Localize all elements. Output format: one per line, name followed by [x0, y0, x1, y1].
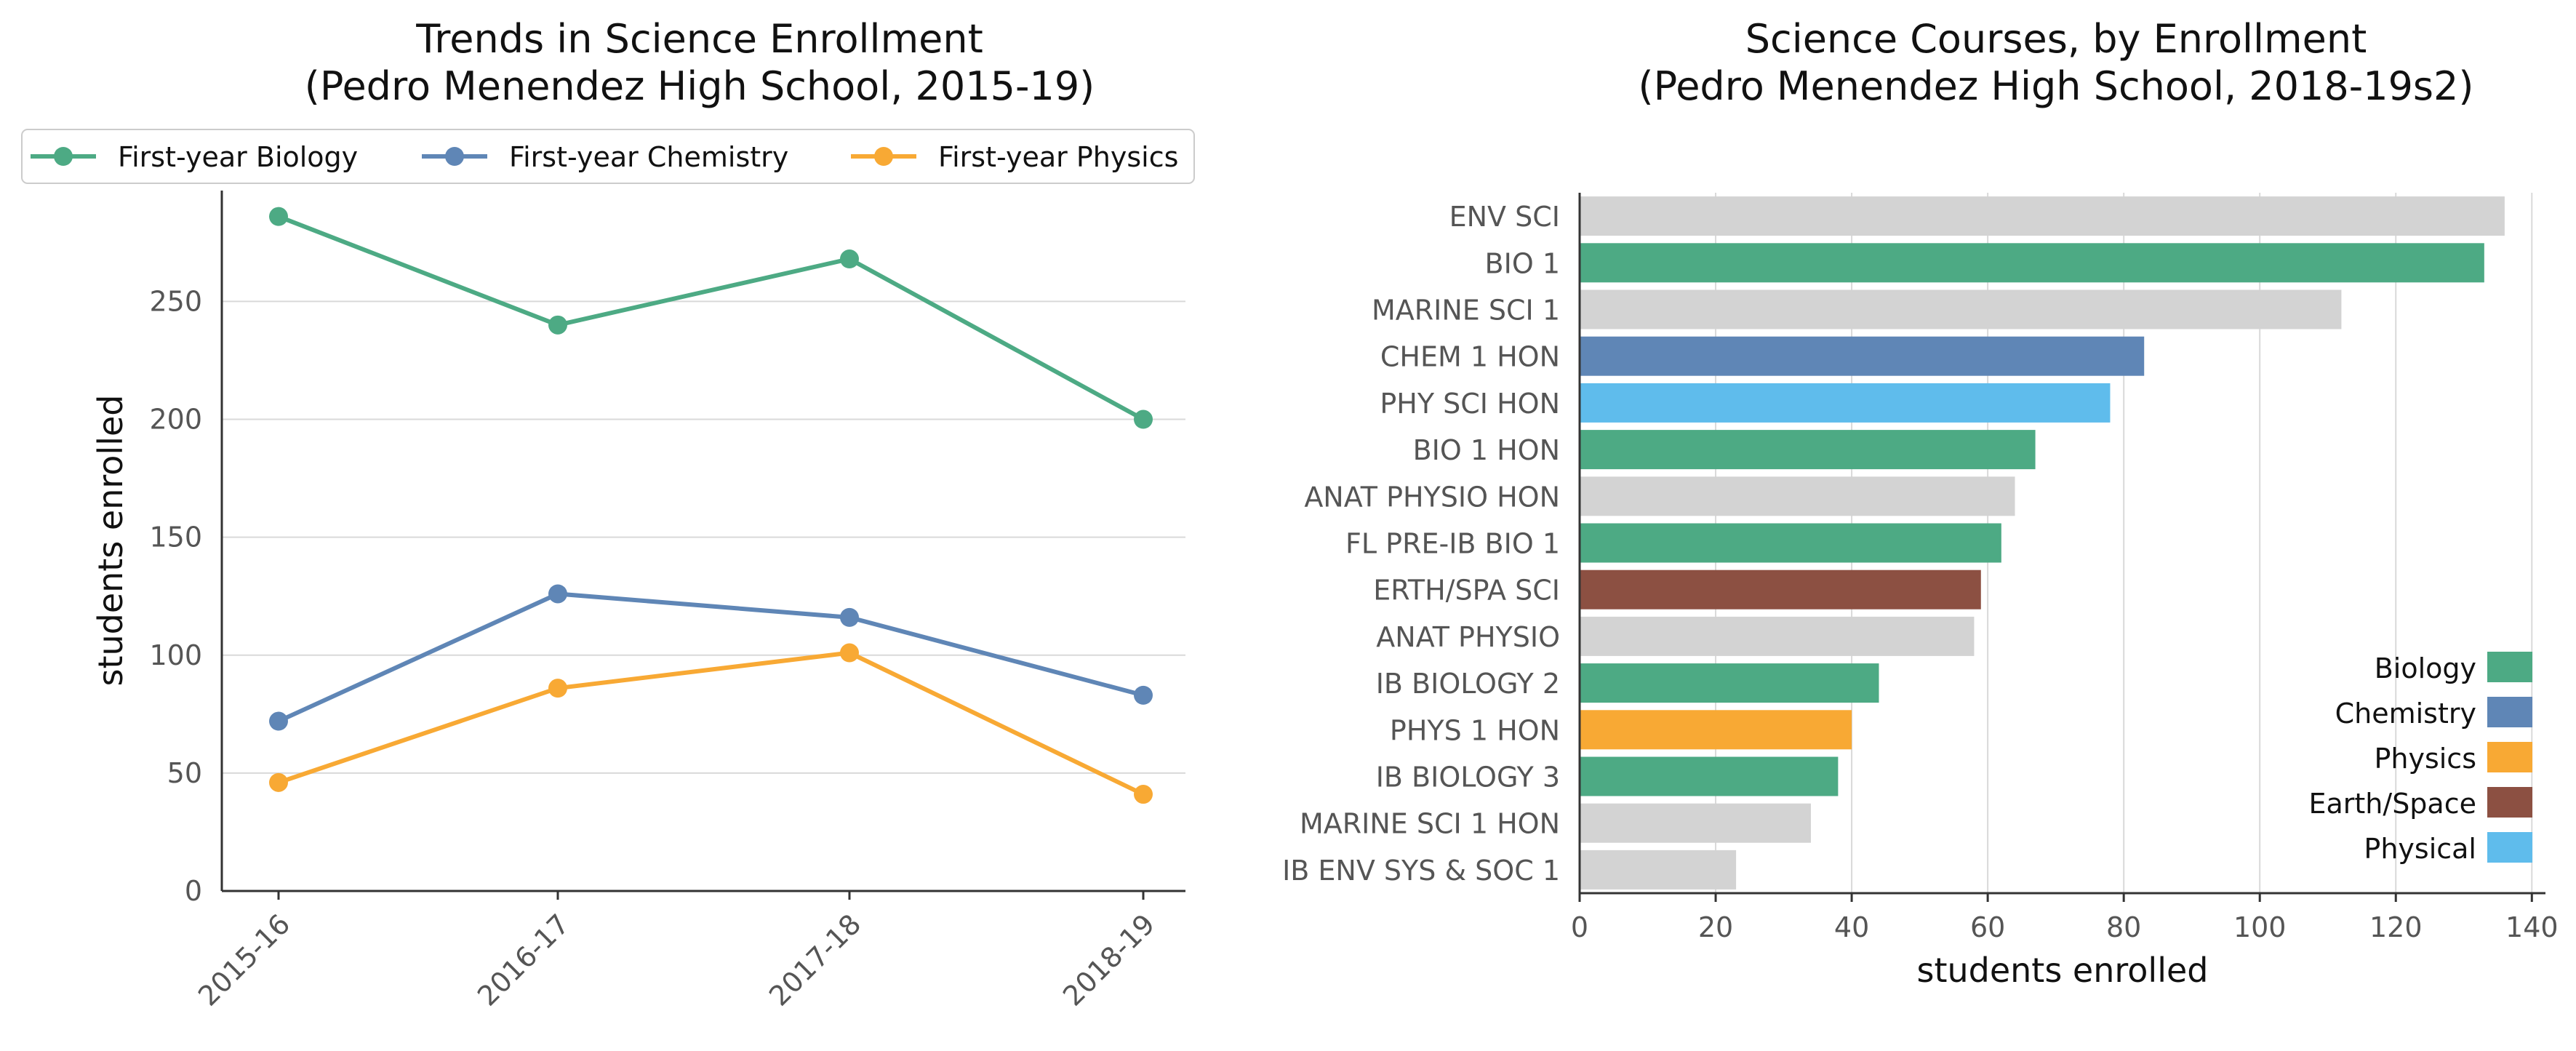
data-point — [269, 772, 288, 792]
y-tick-label: 150 — [149, 521, 202, 554]
bar — [1580, 710, 1852, 750]
legend-swatch — [2487, 742, 2532, 772]
x-tick-label: 140 — [2505, 911, 2559, 943]
y-tick-label: PHYS 1 HON — [1390, 714, 1560, 746]
legend-marker — [874, 147, 893, 166]
bar — [1580, 243, 2484, 283]
bar — [1580, 336, 2145, 376]
y-tick-label: 100 — [149, 639, 202, 671]
course-enrollment-bar-chart: Science Courses, by Enrollment (Pedro Men… — [1282, 16, 2558, 990]
y-tick-label: BIO 1 HON — [1413, 434, 1560, 466]
legend-label: Biology — [2375, 652, 2476, 684]
x-axis-label: students enrolled — [1917, 951, 2209, 990]
y-tick-label: FL PRE-IB BIO 1 — [1345, 528, 1560, 560]
legend-swatch — [2487, 652, 2532, 682]
legend-swatch — [2487, 832, 2532, 863]
y-tick-label: 200 — [149, 404, 202, 436]
bar — [1580, 196, 2505, 236]
data-point — [840, 607, 859, 627]
enrollment-trend-line-chart: Trends in Science Enrollment (Pedro Menen… — [21, 16, 1195, 1012]
legend-label: Physical — [2364, 833, 2476, 865]
y-tick-label: BIO 1 — [1485, 247, 1560, 279]
data-point — [1134, 685, 1153, 705]
bar — [1580, 430, 2036, 470]
bar — [1580, 803, 1811, 843]
legend-swatch — [2487, 787, 2532, 818]
y-tick-label: IB ENV SYS & SOC 1 — [1282, 855, 1560, 887]
bar — [1580, 289, 2342, 329]
y-tick-label: 0 — [185, 875, 202, 907]
bar — [1580, 476, 2015, 516]
x-tick-label: 80 — [2106, 911, 2141, 943]
data-point — [548, 315, 567, 335]
y-tick-label: IB BIOLOGY 2 — [1376, 668, 1560, 700]
x-tick-label: 0 — [1571, 911, 1588, 943]
data-point — [548, 584, 567, 604]
y-tick-label: CHEM 1 HON — [1380, 341, 1560, 373]
y-axis-label: students enrolled — [91, 395, 130, 687]
data-point — [548, 679, 567, 698]
bar — [1580, 570, 1981, 610]
bar — [1580, 383, 2111, 423]
y-tick-label: ENV SCI — [1449, 201, 1560, 233]
legend-label: First-year Physics — [938, 141, 1178, 173]
legend-marker — [445, 147, 464, 166]
series-line — [277, 591, 1144, 724]
x-tick-label: 40 — [1834, 911, 1869, 943]
series-line — [277, 214, 1145, 422]
data-point — [840, 249, 859, 269]
y-tick-label: 50 — [167, 757, 202, 789]
y-tick-label: IB BIOLOGY 3 — [1376, 762, 1560, 794]
x-tick-label: 100 — [2233, 911, 2287, 943]
y-tick-label: PHY SCI HON — [1380, 388, 1560, 420]
y-tick-label: ANAT PHYSIO HON — [1304, 481, 1560, 513]
x-tick-label: 120 — [2369, 911, 2423, 943]
data-point — [1134, 409, 1153, 429]
legend-label: Earth/Space — [2308, 788, 2476, 820]
data-point — [269, 207, 288, 226]
legend-label: Chemistry — [2335, 698, 2476, 730]
left-chart-title: Trends in Science Enrollment (Pedro Menen… — [305, 16, 1095, 109]
data-point — [269, 711, 288, 731]
legend-marker — [54, 147, 73, 166]
legend-box — [21, 129, 1195, 184]
y-tick-label: ERTH/SPA SCI — [1373, 575, 1560, 607]
legend-swatch — [2487, 697, 2532, 727]
bar — [1580, 663, 1879, 703]
bar — [1580, 616, 1975, 656]
legend-label: First-year Chemistry — [509, 141, 788, 173]
bar — [1580, 523, 2001, 563]
right-chart-title: Science Courses, by Enrollment (Pedro Men… — [1639, 16, 2474, 109]
data-point — [840, 643, 859, 663]
bar — [1580, 850, 1737, 890]
series-line — [278, 650, 1145, 796]
legend-label: Physics — [2374, 743, 2476, 775]
x-tick-label: 20 — [1698, 911, 1733, 943]
data-point — [1134, 785, 1153, 804]
bar — [1580, 756, 1839, 796]
y-tick-label: MARINE SCI 1 — [1372, 295, 1560, 327]
y-tick-label: 250 — [149, 285, 202, 317]
legend-label: First-year Biology — [118, 141, 358, 173]
y-tick-label: MARINE SCI 1 HON — [1300, 808, 1560, 840]
y-tick-label: ANAT PHYSIO — [1376, 621, 1560, 653]
x-tick-label: 60 — [1970, 911, 2005, 943]
